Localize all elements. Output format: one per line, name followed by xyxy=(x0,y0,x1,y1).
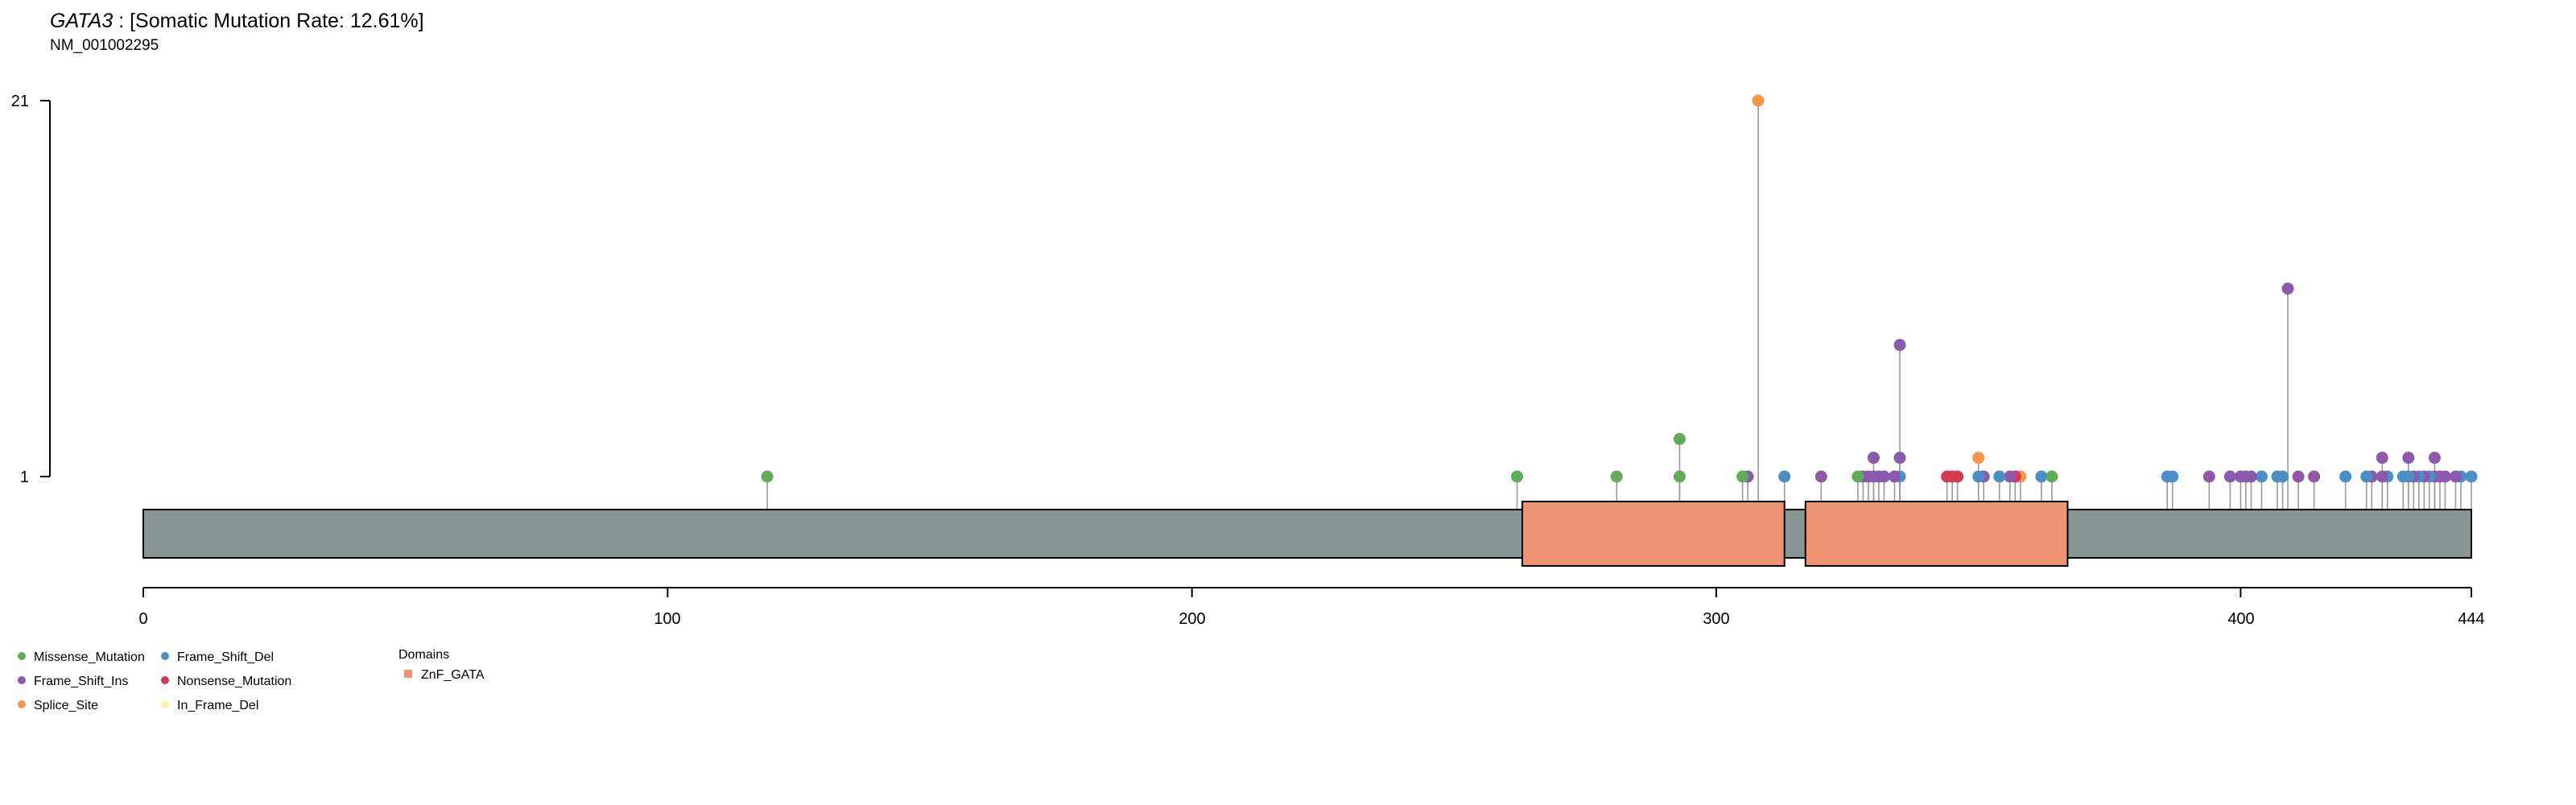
mutation-point[interactable] xyxy=(1972,470,1985,483)
x-tick-label: 100 xyxy=(654,610,680,628)
x-axis: 0 100 200 300 400 444 xyxy=(138,587,2485,628)
x-tick-label: 400 xyxy=(2227,610,2254,628)
x-tick-label: 300 xyxy=(1703,610,1729,628)
protein-bar xyxy=(142,509,2472,559)
mutation-point[interactable] xyxy=(2292,470,2305,483)
mutation-point[interactable] xyxy=(1852,470,1864,483)
legend-label: In_Frame_Del xyxy=(177,699,258,712)
mutation-point[interactable] xyxy=(1867,452,1880,464)
mutation-point[interactable] xyxy=(2281,283,2294,295)
mutation-point[interactable] xyxy=(2308,470,2321,483)
domain-legend-label: ZnF_GATA xyxy=(421,668,485,682)
legend-swatch-frame-shift-del xyxy=(161,652,169,660)
mutation-point[interactable] xyxy=(2396,470,2409,483)
legend-label: Frame_Shift_Ins xyxy=(34,675,128,688)
legend-swatch-nonsense xyxy=(161,676,169,684)
domain-znf-gata[interactable] xyxy=(1804,501,2069,567)
mutation-point[interactable] xyxy=(1893,452,1906,464)
legend-label: Nonsense_Mutation xyxy=(177,675,291,688)
mutation-point[interactable] xyxy=(1778,470,1791,483)
mutation-point[interactable] xyxy=(1993,470,2006,483)
mutation-point[interactable] xyxy=(2376,452,2388,464)
legend-label: Frame_Shift_Del xyxy=(177,650,274,664)
legend-label: Missense_Mutation xyxy=(34,650,145,664)
mutation-point[interactable] xyxy=(1752,94,1765,107)
mutation-point[interactable] xyxy=(1893,339,1906,352)
mutation-point[interactable] xyxy=(2271,470,2284,483)
mutation-point[interactable] xyxy=(1889,470,1901,483)
mutation-point[interactable] xyxy=(2428,452,2441,464)
mutation-point[interactable] xyxy=(1972,452,1985,464)
mutation-point[interactable] xyxy=(1736,470,1749,483)
mutation-point[interactable] xyxy=(2223,470,2236,483)
domain-legend-title: Domains xyxy=(398,648,449,662)
mutation-point[interactable] xyxy=(1673,470,1686,483)
y-tick-label: 1 xyxy=(20,469,29,486)
stems-layer xyxy=(766,101,2472,510)
transcript-id: NM_001002295 xyxy=(50,37,159,54)
x-tick-label: 0 xyxy=(138,610,147,628)
mutation-point[interactable] xyxy=(2255,470,2268,483)
points-layer xyxy=(761,94,2478,483)
mutation-point[interactable] xyxy=(2449,470,2462,483)
legend-swatch-frame-shift-ins xyxy=(18,676,26,684)
legend: Missense_Mutation Frame_Shift_Ins Splice… xyxy=(18,650,291,712)
mutation-point[interactable] xyxy=(2161,470,2174,483)
plot-title: GATA3 : [Somatic Mutation Rate: 12.61%] xyxy=(50,10,424,32)
domain-legend: Domains ZnF_GATA xyxy=(398,648,485,682)
mutation-point[interactable] xyxy=(2035,470,2048,483)
mutation-point[interactable] xyxy=(1814,470,1827,483)
mutation-point[interactable] xyxy=(2202,470,2215,483)
y-axis: 21 1 xyxy=(11,93,51,486)
mutation-point[interactable] xyxy=(2376,470,2388,483)
mutation-point[interactable] xyxy=(2004,470,2017,483)
mutation-point[interactable] xyxy=(2360,470,2373,483)
legend-label: Splice_Site xyxy=(34,699,98,712)
mutation-point[interactable] xyxy=(1610,470,1623,483)
x-tick-label: 200 xyxy=(1179,610,1205,628)
y-tick-label: 21 xyxy=(11,93,29,110)
mutation-rate: : [Somatic Mutation Rate: 12.61%] xyxy=(113,10,423,32)
mutation-point[interactable] xyxy=(1511,470,1524,483)
legend-swatch-missense xyxy=(18,652,26,660)
legend-swatch-splice-site xyxy=(18,700,26,708)
mutation-point[interactable] xyxy=(1941,470,1954,483)
x-tick-label: 444 xyxy=(2458,610,2484,628)
mutation-point[interactable] xyxy=(761,470,774,483)
mutation-point[interactable] xyxy=(2046,470,2058,483)
legend-swatch-znf-gata xyxy=(404,670,412,678)
domain-znf-gata[interactable] xyxy=(1521,501,1785,567)
mutation-point[interactable] xyxy=(1673,432,1686,445)
mutation-point[interactable] xyxy=(2465,470,2478,483)
legend-swatch-in-frame-del xyxy=(161,700,169,708)
mutation-point[interactable] xyxy=(2234,470,2247,483)
gene-name: GATA3 xyxy=(50,10,113,32)
mutation-point[interactable] xyxy=(2402,452,2415,464)
domains-layer xyxy=(1521,501,2069,567)
mutation-point[interactable] xyxy=(2339,470,2352,483)
